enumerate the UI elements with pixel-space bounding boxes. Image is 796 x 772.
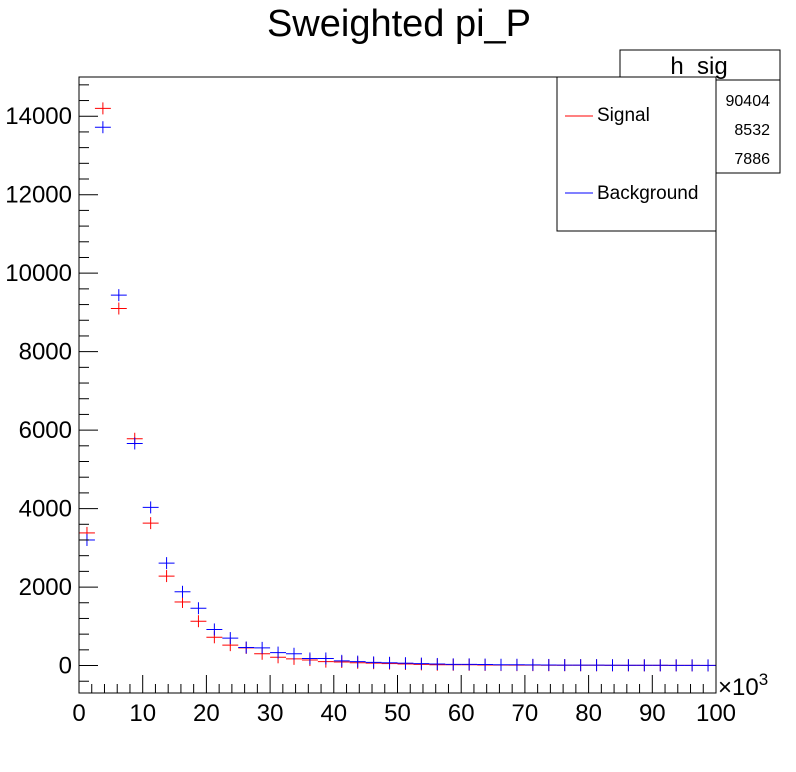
y-tick-label: 12000 [5,182,72,209]
y-tick-label: 0 [59,653,72,680]
legend-label-signal: Signal [597,105,650,126]
data-point-background [413,657,430,670]
data-point-background [508,658,525,671]
x-tick-label: 10 [129,700,156,727]
data-point-background [126,437,143,450]
data-point-signal [190,615,207,628]
y-tick-label: 2000 [19,574,72,601]
x-tick-label: 60 [448,700,475,727]
data-point-signal [94,102,111,115]
axis-layer: 0 10 20 30 40 50 60 70 80 90 100 0 2000 4000 6000 8000 1… [5,84,736,727]
data-point-background [684,659,701,672]
x-tick-label: 80 [575,700,602,727]
x-tick-label: 90 [639,700,666,727]
data-point-background [110,289,127,302]
legend-label-background: Background [597,183,698,204]
data-point-background [94,121,111,134]
data-point-background [556,659,573,672]
data-point-background [333,654,350,667]
data-point-background [158,557,175,570]
x-tick-label: 70 [512,700,539,727]
data-point-background [349,655,366,668]
data-point-background [620,659,637,672]
data-point-background [190,602,207,615]
chart-title: Sweighted pi_P [267,3,531,45]
data-point-background [429,657,446,670]
data-point-background [397,657,414,670]
x-tick-label: 50 [384,700,411,727]
data-point-background [572,659,589,672]
data-point-background [652,659,669,672]
data-point-background [238,641,255,654]
data-point-signal [174,595,191,608]
y-tick-label: 6000 [19,417,72,444]
data-point-background [206,623,223,636]
data-layer [79,102,716,672]
x-tick-label: 30 [257,700,284,727]
data-point-background [286,647,302,660]
data-point-background [477,658,494,671]
x-tick-label: 40 [320,700,347,727]
data-point-background [588,659,605,672]
stats-std-dev: 7886 [734,151,770,168]
data-point-signal [158,570,175,583]
y-tick-label: 10000 [5,260,72,287]
legend-frame [556,76,717,232]
data-point-background [222,632,239,645]
data-point-background [142,501,159,514]
x-tick-label: 100 [696,700,736,727]
data-point-background [540,658,557,671]
data-point-background [301,652,318,665]
y-tick-label: 14000 [5,103,72,130]
x-tick-label: 20 [193,700,220,727]
data-point-signal [142,517,159,530]
stats-mean: 8532 [734,122,770,139]
data-point-background [700,659,716,672]
stats-title: h_sig [670,53,727,80]
data-point-background [174,585,191,598]
data-point-background [524,658,541,671]
legend: Signal Background [556,76,717,232]
data-point-background [445,658,462,671]
data-point-background [604,659,621,672]
data-point-background [254,641,271,654]
data-point-background [365,656,382,669]
data-point-background [668,659,685,672]
y-tick-label: 8000 [19,339,72,366]
data-point-background [461,658,478,671]
y-tick-label: 4000 [19,496,72,523]
data-point-background [636,659,653,672]
data-point-background [381,656,398,669]
data-point-background [493,658,509,671]
x-tick-label: 0 [72,700,85,727]
data-point-background [317,652,334,665]
x-multiplier: ×103 [718,670,768,701]
stats-entries: 90404 [726,93,771,110]
data-point-background [270,646,287,659]
data-point-signal [110,302,127,315]
